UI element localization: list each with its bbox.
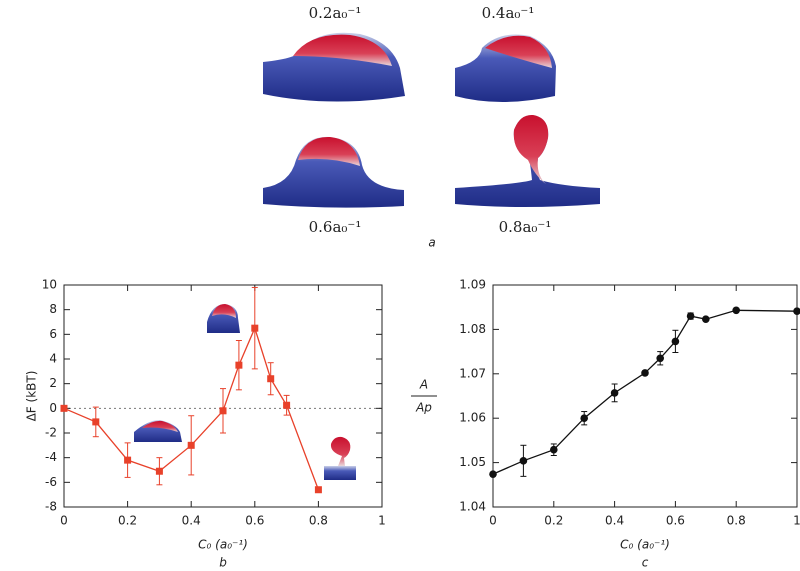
marker <box>686 312 695 320</box>
x-tick-label: 1 <box>378 514 386 528</box>
marker <box>235 361 243 369</box>
x-tick-label: 0.2 <box>118 514 137 528</box>
y-tick-label: 0 <box>49 401 57 415</box>
y-tick-label: -6 <box>45 475 57 489</box>
marker <box>314 486 322 494</box>
marker <box>219 407 227 415</box>
y-tick-label: 1.08 <box>459 322 486 336</box>
y-tick-label: -2 <box>45 426 57 440</box>
y-axis-label: Ap <box>415 401 432 415</box>
marker <box>793 307 800 315</box>
y-tick-label: 8 <box>49 302 57 316</box>
y-tick-label: 10 <box>42 278 57 292</box>
marker <box>283 401 291 409</box>
x-axis-label: C₀ (a₀⁻¹) <box>198 538 248 552</box>
y-tick-label: 1.04 <box>459 500 486 514</box>
marker <box>92 418 100 426</box>
y-tick-label: -8 <box>45 500 57 514</box>
caption: c <box>642 556 649 570</box>
plot-frame <box>492 284 798 508</box>
y-tick-label: 2 <box>49 376 57 390</box>
marker <box>641 369 649 377</box>
marker <box>702 315 710 323</box>
panel-label: 0.8a₀⁻¹ <box>499 218 552 236</box>
panel-label: 0.6a₀⁻¹ <box>309 218 362 236</box>
x-tick-label: 0 <box>60 514 68 528</box>
x-tick-label: 0.4 <box>605 514 624 528</box>
panel-label: 0.4a₀⁻¹ <box>482 4 535 22</box>
marker <box>155 467 163 475</box>
plot-frame <box>63 284 383 508</box>
marker <box>671 337 680 346</box>
marker <box>610 389 619 397</box>
x-tick-label: 0 <box>489 514 497 528</box>
y-axis-label: A <box>419 378 428 392</box>
y-tick-label: -4 <box>45 450 57 464</box>
marker <box>656 354 664 363</box>
marker <box>732 306 740 315</box>
x-tick-label: 0.2 <box>544 514 563 528</box>
y-tick-label: 1.05 <box>459 455 486 469</box>
y-tick-label: 6 <box>49 327 57 341</box>
marker <box>124 456 132 464</box>
caption: a <box>428 236 435 250</box>
y-tick-label: 1.07 <box>459 366 486 380</box>
x-tick-label: 0.6 <box>666 514 685 528</box>
marker <box>519 457 528 465</box>
marker <box>580 414 588 423</box>
x-tick-label: 0.8 <box>727 514 746 528</box>
y-axis-label: ΔF (kBT) <box>25 371 39 422</box>
y-tick-label: 1.09 <box>459 278 486 292</box>
caption: b <box>219 556 227 570</box>
x-tick-label: 0.6 <box>245 514 264 528</box>
x-tick-label: 0.4 <box>182 514 201 528</box>
marker <box>550 445 558 454</box>
marker <box>267 375 275 383</box>
series-line <box>492 309 798 475</box>
x-tick-label: 0.8 <box>309 514 328 528</box>
x-tick-label: 1 <box>793 514 800 528</box>
marker <box>251 324 259 332</box>
x-axis-label: C₀ (a₀⁻¹) <box>620 538 670 552</box>
membrane-images <box>134 32 600 480</box>
marker <box>60 404 68 412</box>
y-tick-label: 4 <box>49 352 57 366</box>
marker <box>489 470 497 478</box>
y-tick-label: 1.06 <box>459 411 486 425</box>
panel-label: 0.2a₀⁻¹ <box>309 4 362 22</box>
marker <box>187 441 195 449</box>
